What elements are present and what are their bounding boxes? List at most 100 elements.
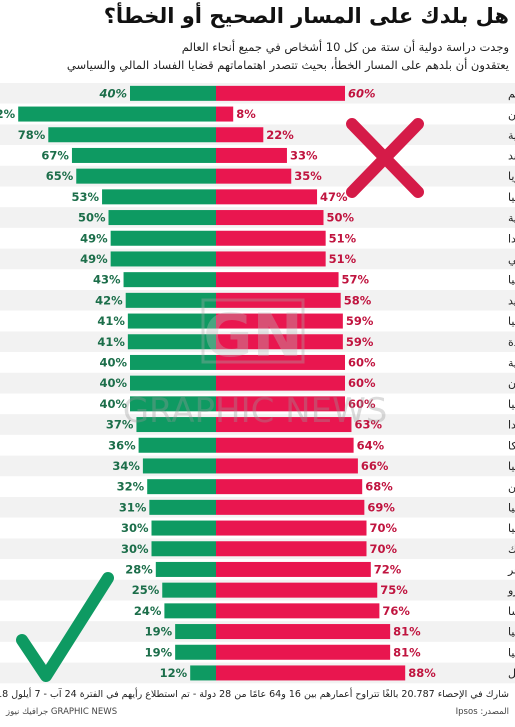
country-label: بلجيكا [508, 439, 515, 452]
value-label-wrong-track: 72% [374, 562, 402, 576]
bar-wrong-track [216, 272, 339, 288]
country-label: إيطاليا [508, 274, 515, 287]
bar-right-track [151, 520, 216, 536]
value-label-right-track: 28% [125, 562, 153, 576]
bar-wrong-track [216, 147, 287, 163]
value-label-right-track: 40% [99, 376, 127, 390]
bar-wrong-track [216, 520, 367, 536]
value-label-wrong-track: 88% [408, 666, 436, 680]
country-label: صربيا [508, 191, 515, 204]
country-label: بولندا [508, 419, 515, 432]
bar-right-track [190, 665, 216, 681]
value-label-right-track: 31% [119, 500, 147, 514]
value-label-right-track: 65% [46, 169, 74, 183]
country-label: الصين [508, 108, 515, 121]
value-label-right-track: 43% [93, 273, 121, 287]
value-label-wrong-track: 51% [329, 252, 357, 266]
country-label: الدولة العبرية [508, 356, 515, 369]
value-label-wrong-track: 60% [348, 376, 376, 390]
value-label-right-track: 53% [72, 190, 100, 204]
value-label-wrong-track: 60% [348, 397, 376, 411]
bar-right-track [130, 375, 216, 391]
bar-right-track [142, 458, 216, 474]
value-label-right-track: 50% [78, 211, 106, 225]
country-label: ماليزيا [508, 170, 515, 183]
value-label-right-track: 19% [145, 645, 173, 659]
bar-right-track [164, 603, 216, 619]
bar-right-track [123, 272, 216, 288]
bar-right-track [127, 313, 216, 329]
bar-wrong-track [216, 561, 371, 577]
bar-right-track [130, 354, 216, 370]
watermark: GN GRAPHIC NEWS [123, 298, 387, 431]
bar-wrong-track [216, 417, 352, 433]
value-label-wrong-track: 64% [357, 438, 385, 452]
bar-right-track [127, 334, 216, 350]
value-label-wrong-track: 58% [344, 293, 372, 307]
value-label-right-track: 12% [160, 666, 188, 680]
value-label-right-track: 40% [99, 397, 127, 411]
watermark-logo-box [201, 298, 305, 364]
footer-source: المصدر: Ipsos جرافيك نيوز GRAPHIC NEWS [6, 707, 509, 717]
country-label: العالم [508, 87, 515, 100]
value-label-right-track: 37% [106, 418, 134, 432]
value-label-wrong-track: 57% [342, 273, 370, 287]
value-label-wrong-track: 8% [236, 107, 256, 121]
subtitle-line-2: يعتقدون أن بلدهم على المسار الخطأ، بحيث … [66, 58, 509, 72]
country-label: ألمانيا [508, 500, 515, 514]
value-label-right-track: 78% [18, 128, 46, 142]
value-label-right-track: 41% [97, 335, 125, 349]
bar-wrong-track [216, 313, 343, 329]
bar-wrong-track [216, 437, 354, 453]
value-label-right-track: 30% [121, 521, 149, 535]
value-label-right-track: 42% [95, 293, 123, 307]
country-label: تركيا [508, 460, 515, 473]
value-label-right-track: 34% [112, 459, 140, 473]
value-label-right-track: 49% [80, 231, 108, 245]
bar-right-track [175, 644, 216, 660]
country-label: الأرجنتين [508, 480, 515, 494]
bar-right-track [130, 396, 216, 412]
bar-wrong-track [216, 644, 391, 660]
bar-wrong-track [216, 603, 380, 619]
value-label-right-track: 25% [132, 583, 160, 597]
bar-wrong-track [216, 189, 318, 205]
page-title: هل بلدك على المسار الصحيح أو الخطأ؟ [103, 4, 509, 28]
value-label-right-track: 36% [108, 438, 136, 452]
bar-wrong-track [216, 210, 324, 226]
value-label-right-track: 67% [41, 148, 69, 162]
bar-wrong-track [216, 541, 367, 557]
bar-wrong-track [216, 499, 365, 515]
bar-wrong-track [216, 127, 264, 143]
country-label: السويد [508, 294, 515, 307]
bar-right-track [18, 106, 217, 122]
watermark-logo-text: GN [203, 301, 302, 371]
bar-right-track [175, 624, 216, 640]
country-label: إسبانيا [508, 646, 515, 659]
bar-right-track [147, 479, 216, 495]
bar-wrong-track [216, 458, 358, 474]
country-label: البرازيل [508, 667, 515, 680]
value-label-wrong-track: 35% [294, 169, 322, 183]
bar-right-track [138, 437, 216, 453]
value-label-wrong-track: 70% [370, 521, 398, 535]
credit-text: جرافيك نيوز GRAPHIC NEWS [6, 707, 118, 717]
value-label-right-track: 19% [145, 625, 173, 639]
country-label: الهند [508, 149, 515, 162]
value-label-wrong-track: 76% [382, 604, 410, 618]
bar-right-track [162, 582, 216, 598]
value-label-wrong-track: 51% [329, 231, 357, 245]
bar-wrong-track [216, 396, 345, 412]
source-text: المصدر: Ipsos [455, 707, 509, 717]
value-label-wrong-track: 69% [367, 500, 395, 514]
bar-right-track [125, 292, 216, 308]
value-label-right-track: 30% [121, 542, 149, 556]
country-label: تشيلي [508, 253, 515, 266]
bar-wrong-track [216, 251, 326, 267]
bar-right-track [110, 230, 216, 246]
bar-wrong-track [216, 230, 326, 246]
country-label: بريطانيا [508, 522, 515, 535]
value-label-wrong-track: 81% [393, 625, 421, 639]
subtitle-line-1: وجدت دراسة دولية أن ستة من كل 10 أشخاص ف… [181, 40, 509, 54]
